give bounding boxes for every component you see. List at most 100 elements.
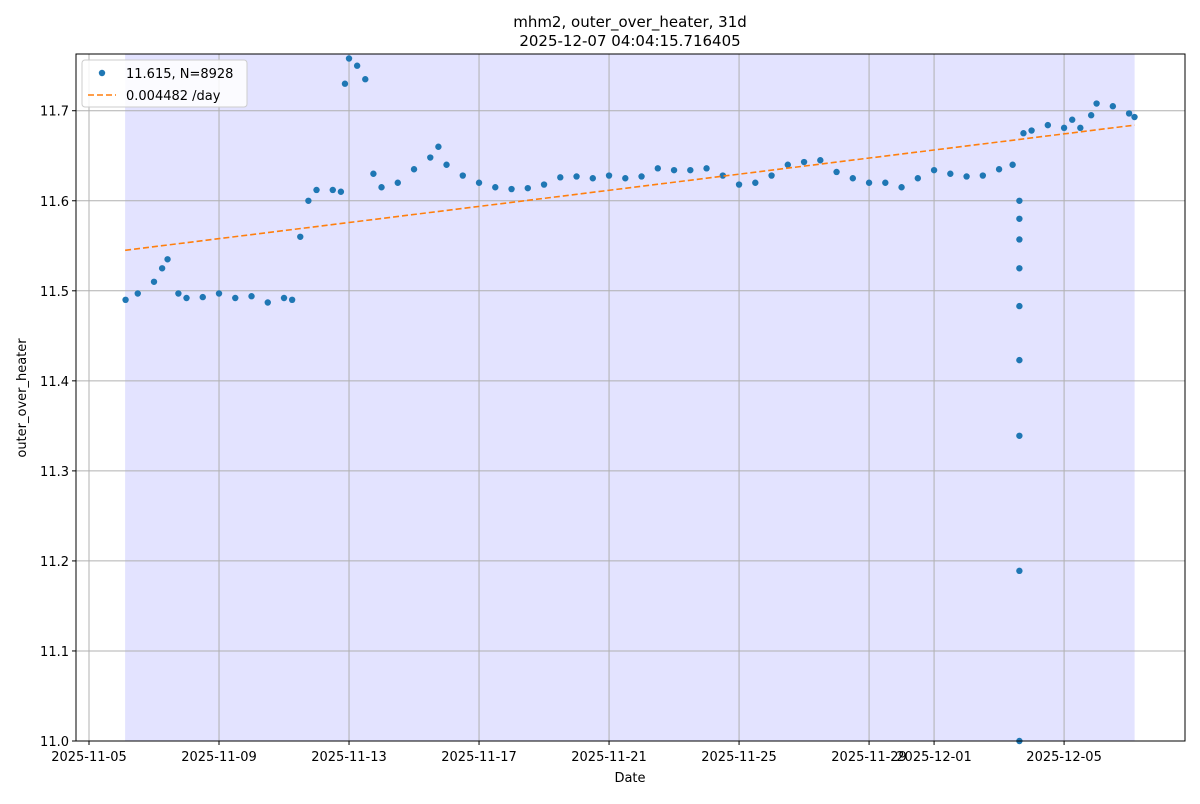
- legend-label: 11.615, N=8928: [126, 67, 233, 82]
- data-point: [995, 166, 1003, 173]
- data-point: [930, 166, 938, 174]
- data-point: [353, 62, 361, 69]
- data-point: [622, 175, 629, 182]
- legend-marker: [98, 69, 106, 77]
- data-point: [979, 172, 987, 179]
- data-point: [557, 174, 564, 181]
- data-point: [394, 179, 401, 186]
- trend-line: [125, 124, 1135, 252]
- data-point: [817, 157, 824, 164]
- chart-subtitle: 2025-12-07 04:04:15.716405: [519, 32, 740, 50]
- data-point: [1016, 356, 1023, 364]
- data-point: [427, 154, 434, 161]
- data-point: [898, 184, 905, 191]
- data-point: [122, 296, 129, 304]
- data-point: [305, 197, 312, 204]
- data-point: [337, 188, 345, 195]
- y-tick-label: 11.7: [40, 105, 69, 120]
- data-point: [1028, 127, 1035, 134]
- data-point: [158, 265, 166, 272]
- data-point: [370, 170, 377, 177]
- data-point: [752, 179, 759, 186]
- data-point: [297, 233, 304, 240]
- y-tick-label: 11.6: [40, 195, 69, 210]
- data-point: [1044, 121, 1052, 129]
- plot-frame: [75, 53, 1186, 742]
- data-point: [589, 175, 596, 182]
- x-tick-label: 2025-11-21: [571, 750, 647, 765]
- data-point: [947, 170, 954, 177]
- data-point: [288, 296, 296, 304]
- data-point: [1009, 161, 1016, 168]
- y-tick-label: 11.3: [40, 465, 69, 480]
- data-point: [605, 172, 613, 179]
- data-point: [1016, 215, 1023, 222]
- data-point: [638, 173, 645, 180]
- data-point: [362, 76, 369, 83]
- y-tick-label: 11.2: [40, 555, 69, 570]
- data-point: [768, 172, 775, 179]
- legend-label: 0.004482 /day: [126, 89, 221, 104]
- data-point: [1109, 103, 1117, 110]
- data-point: [164, 256, 171, 263]
- data-point: [313, 186, 320, 194]
- data-point: [1016, 432, 1023, 439]
- data-point: [865, 179, 873, 186]
- data-point: [735, 181, 743, 188]
- data-point: [1016, 236, 1023, 243]
- data-point: [914, 175, 922, 182]
- data-point: [670, 166, 678, 174]
- x-axis-label: Date: [614, 771, 645, 786]
- y-tick-label: 11.0: [40, 735, 69, 750]
- data-point: [199, 293, 206, 301]
- data-point: [963, 173, 970, 180]
- data-point: [784, 161, 792, 168]
- data-point: [573, 173, 580, 180]
- data-point: [183, 294, 190, 302]
- data-point: [882, 179, 889, 186]
- data-point: [703, 165, 710, 172]
- y-tick-label: 11.4: [40, 375, 69, 390]
- data-point: [654, 165, 662, 172]
- data-point: [232, 294, 239, 302]
- data-point: [134, 290, 141, 297]
- data-point: [1060, 124, 1068, 132]
- data-point: [1016, 197, 1023, 204]
- data-point: [1016, 302, 1023, 310]
- data-point: [248, 293, 255, 300]
- data-point: [849, 175, 857, 182]
- data-point: [1016, 567, 1023, 575]
- data-point: [280, 294, 288, 302]
- data-point: [833, 168, 840, 176]
- data-point: [443, 161, 450, 168]
- data-point: [719, 172, 727, 179]
- y-axis-label: outer_over_heater: [15, 338, 30, 458]
- data-point: [378, 184, 385, 191]
- y-tick-label: 11.1: [40, 645, 69, 660]
- data-point: [329, 186, 336, 194]
- x-tick-label: 2025-11-17: [441, 750, 517, 765]
- data-point: [1077, 124, 1084, 132]
- data-point: [1069, 116, 1076, 123]
- x-tick-label: 2025-11-09: [181, 750, 257, 765]
- x-tick-label: 2025-11-05: [51, 750, 127, 765]
- data-point: [410, 166, 418, 173]
- x-tick-label: 2025-12-01: [896, 750, 972, 765]
- data-point: [492, 184, 499, 191]
- data-point: [175, 290, 182, 297]
- data-point: [508, 185, 515, 193]
- data-point: [264, 299, 271, 306]
- y-tick-label: 11.5: [40, 285, 69, 300]
- data-point: [459, 172, 466, 179]
- x-tick-label: 2025-11-13: [311, 750, 387, 765]
- data-point: [1131, 113, 1138, 121]
- data-point: [1125, 110, 1133, 117]
- x-tick-label: 2025-12-05: [1026, 750, 1102, 765]
- legend-box: [81, 59, 248, 108]
- data-point: [435, 143, 442, 150]
- chart-title: mhm2, outer_over_heater, 31d: [513, 13, 747, 32]
- data-point: [540, 181, 548, 188]
- data-point: [687, 166, 694, 174]
- data-point: [341, 80, 349, 87]
